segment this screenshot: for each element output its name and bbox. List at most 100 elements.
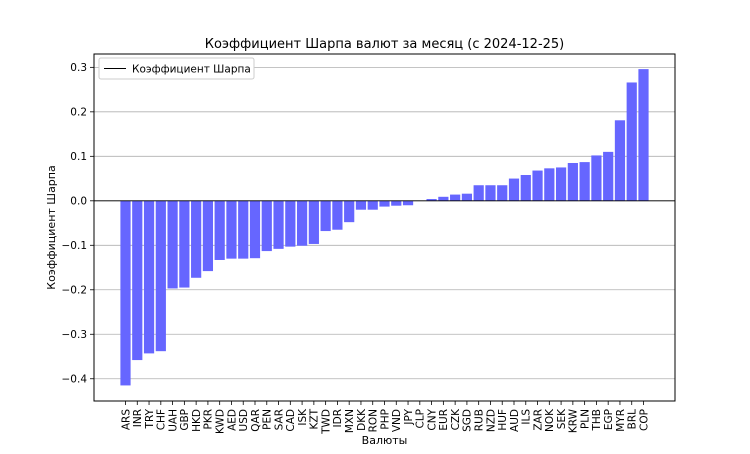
y-tick-label: −0.1 xyxy=(62,240,88,252)
x-tick-label-dkk: DKK xyxy=(356,408,368,431)
bar-pln xyxy=(579,162,590,201)
bar-nok xyxy=(544,168,555,201)
y-axis-ticks: −0.4 −0.3 −0.2 −0.1 0.0 0.1 0.2 0.3 xyxy=(62,62,94,386)
x-tick-label-hkd: HKD xyxy=(191,409,203,432)
x-tick-label-aud: AUD xyxy=(509,409,521,432)
x-tick-label-aed: AED xyxy=(226,409,238,431)
x-tick-label-kzt: KZT xyxy=(309,408,321,429)
bar-gbp xyxy=(179,200,190,288)
y-tick-label: −0.4 xyxy=(62,374,88,386)
x-tick-label-pen: PEN xyxy=(262,409,274,430)
bar-dkk xyxy=(355,200,367,210)
bar-cny xyxy=(426,199,437,201)
bar-aed xyxy=(226,200,237,259)
x-tick-label-nok: NOK xyxy=(544,408,556,432)
x-tick-label-idr: IDR xyxy=(332,409,344,427)
x-tick-label-thb: THB xyxy=(591,409,603,432)
bar-ils xyxy=(520,175,531,201)
x-tick-label-ars: ARS xyxy=(120,409,132,430)
x-tick-label-rub: RUB xyxy=(473,409,485,431)
x-tick-label-isk: ISK xyxy=(297,408,309,426)
bar-vnd xyxy=(391,200,402,206)
x-tick-label-jpy: JPY xyxy=(403,408,415,425)
legend-box xyxy=(98,57,255,80)
bar-zar xyxy=(532,170,543,201)
bar-idr xyxy=(332,200,343,230)
x-tick-label-php: PHP xyxy=(379,409,391,430)
bar-aud xyxy=(508,178,520,201)
bar-egp xyxy=(603,151,614,201)
y-axis-label: Коэффициент Шарпа xyxy=(45,165,58,289)
bar-sar xyxy=(273,200,284,249)
bar-uah xyxy=(167,200,178,289)
bar-chf xyxy=(155,200,166,352)
x-tick-label-pkr: PKR xyxy=(203,409,215,430)
bar-kzt xyxy=(308,200,319,244)
x-tick-label-uah: UAH xyxy=(167,409,179,432)
x-tick-label-cop: COP xyxy=(638,409,650,431)
bar-sgd xyxy=(461,193,473,201)
x-tick-label-mxn: MXN xyxy=(344,409,356,433)
x-tick-label-sar: SAR xyxy=(273,409,285,430)
x-tick-label-myr: MYR xyxy=(615,409,627,432)
x-tick-label-huf: HUF xyxy=(497,409,509,431)
bar-huf xyxy=(497,185,508,201)
bar-twd xyxy=(320,200,331,232)
x-tick-label-eur: EUR xyxy=(438,409,450,431)
y-tick-label: 0.0 xyxy=(70,196,87,208)
bar-try xyxy=(143,200,155,354)
bar-cop xyxy=(638,69,649,201)
x-tick-label-brl: BRL xyxy=(627,409,639,429)
bar-usd xyxy=(238,200,249,259)
x-tick-label-chf: CHF xyxy=(156,409,168,430)
bar-pen xyxy=(261,200,272,252)
x-axis-ticks: ARS INR TRY CHF UAH GBP HKD PKR KWD AED USD QAR PEN S… xyxy=(120,401,650,435)
x-tick-label-ron: RON xyxy=(368,409,380,432)
bar-eur xyxy=(438,196,449,201)
y-tick-label: 0.2 xyxy=(70,107,87,119)
bar-kwd xyxy=(214,200,225,260)
bar-brl xyxy=(626,82,637,201)
chart-title: Коэффициент Шарпа валют за месяц (с 2024… xyxy=(205,37,565,52)
bar-inr xyxy=(132,200,143,361)
x-tick-label-krw: KRW xyxy=(568,408,580,433)
x-tick-label-sek: SEK xyxy=(556,408,568,429)
bar-sek xyxy=(555,167,567,201)
bar-nzd xyxy=(485,185,496,201)
x-tick-label-usd: USD xyxy=(238,409,250,431)
x-tick-label-egp: EGP xyxy=(603,409,615,430)
bar-jpy xyxy=(402,200,414,206)
x-tick-label-ils: ILS xyxy=(521,409,533,425)
x-tick-label-vnd: VND xyxy=(391,409,403,432)
bar-qar xyxy=(249,200,261,259)
bar-mxn xyxy=(344,200,355,223)
bar-ron xyxy=(367,200,378,210)
y-tick-label: −0.2 xyxy=(62,285,88,297)
bar-czk xyxy=(450,194,461,201)
x-tick-label-sgd: SGD xyxy=(462,409,474,432)
bar-cad xyxy=(285,200,296,247)
y-tick-label: 0.3 xyxy=(70,62,87,74)
bar-thb xyxy=(591,155,602,201)
bar-rub xyxy=(473,185,484,201)
bar-isk xyxy=(296,200,308,246)
bar-myr xyxy=(614,120,626,201)
bar-krw xyxy=(567,162,578,201)
x-tick-label-czk: CZK xyxy=(450,408,462,431)
x-tick-label-try: TRY xyxy=(144,408,156,429)
x-tick-label-gbp: GBP xyxy=(179,409,191,431)
y-tick-label: −0.3 xyxy=(62,329,88,341)
bar-pkr xyxy=(202,200,214,272)
x-tick-label-inr: INR xyxy=(132,409,144,427)
legend: Коэффициент Шарпа xyxy=(98,57,255,80)
x-tick-label-cny: CNY xyxy=(426,408,438,430)
bar-php xyxy=(379,200,390,207)
x-tick-label-kwd: KWD xyxy=(214,409,226,434)
x-tick-label-qar: QAR xyxy=(250,409,262,432)
x-tick-label-zar: ZAR xyxy=(532,409,544,431)
x-tick-label-twd: TWD xyxy=(320,409,332,435)
x-axis-label: Валюты xyxy=(362,434,408,447)
bar-ars xyxy=(120,200,131,386)
